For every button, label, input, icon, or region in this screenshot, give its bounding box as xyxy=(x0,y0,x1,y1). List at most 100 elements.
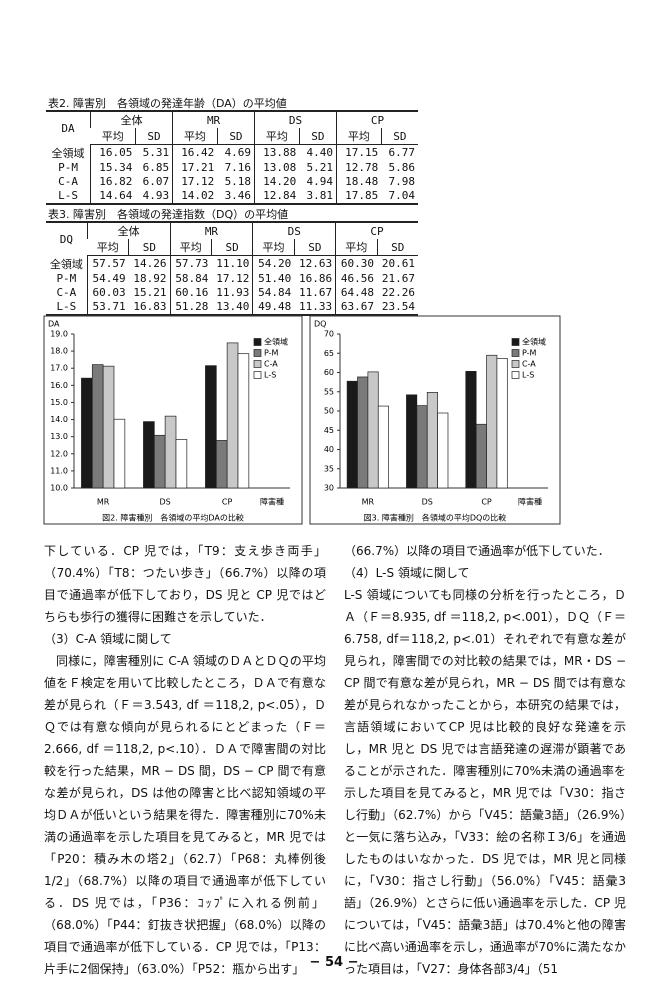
header-row: DA 全体 MR DS CP xyxy=(46,110,418,145)
bar xyxy=(437,412,449,489)
cell: 3.46 xyxy=(217,188,255,205)
y-tick-label: 60 xyxy=(324,368,334,377)
paragraph: 下している．CP 児では，「T9：支え歩き両手」（70.4%）「T8：つたい歩き… xyxy=(44,544,326,624)
cell: 60.16 xyxy=(169,285,212,300)
x-tick-label: CP xyxy=(481,498,492,507)
legend-label: C-A xyxy=(522,360,536,369)
group-header: 全体 xyxy=(90,110,173,128)
cell: 16.82 xyxy=(90,174,136,189)
bar xyxy=(426,392,438,489)
table: DA 全体 MR DS CP 平均 SD 平均 SD 平均 SD 平均 SD 全領域 16.05 5.31 16… xyxy=(46,110,418,205)
sub-header: SD xyxy=(298,128,337,145)
cell: 16.86 xyxy=(298,272,333,285)
x-axis-label: 障害種 xyxy=(518,497,542,507)
row-label: C-A xyxy=(56,286,77,299)
header-row: 平均 SD 平均 SD 平均 SD 平均 SD xyxy=(46,128,418,145)
legend-swatch xyxy=(253,371,262,379)
cell: 17.12 xyxy=(216,272,250,285)
cell: 17.21 xyxy=(172,160,218,175)
legend-label: L-S xyxy=(522,371,534,380)
cell: 5.31 xyxy=(142,146,170,160)
cell: 4.94 xyxy=(306,175,334,188)
row-label: 全領域 xyxy=(49,257,83,271)
row-label: L-S xyxy=(46,299,88,316)
y-tick-label: 19.0 xyxy=(50,330,68,339)
cell: 49.48 xyxy=(252,299,295,316)
legend-label: P-M xyxy=(522,349,537,358)
sub-header: 平均 xyxy=(169,239,212,256)
cell: 17.12 xyxy=(172,174,218,189)
group-header: DS xyxy=(252,221,336,239)
y-tick-label: 13.0 xyxy=(50,432,68,441)
group-header: DS xyxy=(254,110,337,128)
bar xyxy=(102,365,115,489)
sub-header: 平均 xyxy=(90,128,136,145)
cell: 57.73 xyxy=(169,255,212,272)
group-header: CP xyxy=(335,221,418,239)
paragraph: 同様に，障害種別に C-A 領域のＤＡとＤＱの平均値をＦ検定を用いて比較したとこ… xyxy=(44,654,326,976)
cell: 46.56 xyxy=(335,271,377,286)
y-tick-label: 45 xyxy=(324,426,334,435)
cell: 22.26 xyxy=(381,286,415,299)
y-axis-label: DA xyxy=(48,320,60,329)
y-tick-label: 17.0 xyxy=(50,364,68,373)
bar xyxy=(475,423,487,489)
sub-header: 平均 xyxy=(87,239,129,256)
text-column: （66.7%）以降の項目で通過率が低下していた． （4）L-S 領域に関して L… xyxy=(344,540,626,980)
bar xyxy=(416,405,428,489)
cell: 51.40 xyxy=(252,271,295,286)
row: 全領域 57.57 14.26 57.73 11.10 54.20 12.63 60.30 20… xyxy=(46,255,418,272)
cell: 20.61 xyxy=(381,257,415,271)
y-tick-label: 16.0 xyxy=(50,381,68,390)
bar xyxy=(164,415,177,489)
bar xyxy=(143,421,155,489)
legend-swatch xyxy=(253,338,262,346)
row: P-M 15.34 6.85 17.21 7.16 13.08 5.21 12.78 5.86 xyxy=(46,160,418,175)
corner-cell: DA xyxy=(46,110,91,145)
table-caption: 表2. 障害別 各領域の発達年齢（DA）の平均値 xyxy=(48,97,287,110)
sub-header: SD xyxy=(293,239,336,256)
sub-header: 平均 xyxy=(335,239,377,256)
y-tick-label: 15.0 xyxy=(50,398,68,407)
legend-label: 全領域 xyxy=(264,337,288,347)
cell: 13.40 xyxy=(211,299,253,316)
row-label: P-M xyxy=(56,272,77,285)
cell: 5.86 xyxy=(388,161,416,174)
bar xyxy=(367,371,379,489)
sub-header: SD xyxy=(216,128,255,145)
x-tick-label: MR xyxy=(97,498,110,507)
bar xyxy=(357,376,369,489)
charts: DA 10.0 11.0 12.0 13.0 14.0 15.0 16.0 17.0 18.0 19… xyxy=(43,315,561,525)
cell: 54.20 xyxy=(252,255,295,272)
row: L-S 14.64 4.93 14.02 3.46 12.84 3.81 17.85 7.04 xyxy=(46,188,418,205)
legend-label: P-M xyxy=(264,349,279,358)
bar xyxy=(153,434,166,489)
y-tick-label: 55 xyxy=(324,387,334,396)
sub-header: SD xyxy=(210,239,253,256)
y-tick-label: 18.0 xyxy=(50,347,68,356)
bar xyxy=(496,358,508,489)
x-tick-label: CP xyxy=(222,498,233,507)
cell: 13.08 xyxy=(254,160,300,175)
cell: 16.83 xyxy=(128,299,171,316)
corner-cell: DQ xyxy=(46,221,88,256)
legend-label: 全領域 xyxy=(522,337,546,347)
bar xyxy=(81,377,93,489)
cell: 14.26 xyxy=(133,257,167,271)
cell: 51.28 xyxy=(169,299,212,316)
bar xyxy=(91,364,104,489)
x-tick-label: DS xyxy=(422,498,433,507)
row-label: C-A xyxy=(58,175,78,188)
cell: 6.77 xyxy=(388,146,416,160)
bar xyxy=(465,370,477,489)
cell: 18.92 xyxy=(133,272,167,285)
cell: 23.54 xyxy=(377,299,418,316)
y-tick-label: 65 xyxy=(324,349,334,358)
text-column: 下している．CP 児では，「T9：支え歩き両手」（70.4%）「T8：つたい歩き… xyxy=(44,540,326,980)
group-header: 全体 xyxy=(86,221,171,239)
group-header: MR xyxy=(169,221,253,239)
sub-header: SD xyxy=(134,128,173,145)
cell: 4.69 xyxy=(224,146,252,160)
cell: 17.85 xyxy=(336,188,382,205)
cell: 12.78 xyxy=(336,160,382,175)
